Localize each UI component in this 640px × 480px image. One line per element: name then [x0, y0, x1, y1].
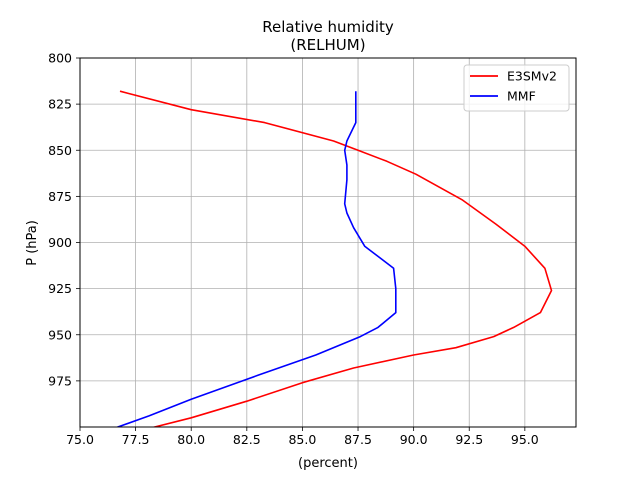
x-tick-label: 77.5 [122, 432, 150, 447]
y-tick-label: 825 [48, 97, 72, 112]
y-tick-label: 925 [48, 281, 72, 296]
x-tick-label: 85.0 [288, 432, 316, 447]
chart-title: Relative humidity [262, 18, 394, 36]
legend: E3SMv2 MMF [463, 64, 570, 112]
x-tick-label: 95.0 [511, 432, 539, 447]
y-tick-label: 800 [48, 51, 72, 66]
x-tick-label: 87.5 [344, 432, 372, 447]
y-tick-label: 900 [48, 235, 72, 250]
x-axis-ticks: 75.0 77.5 80.0 82.5 85.0 87.5 90.0 92.5 95.0 [66, 427, 539, 447]
legend-label-e3smv2: E3SMv2 [507, 69, 557, 84]
chart-subtitle: (RELHUM) [290, 36, 365, 54]
legend-label-mmf: MMF [507, 89, 536, 104]
x-tick-label: 90.0 [400, 432, 428, 447]
y-tick-label: 975 [48, 373, 72, 388]
y-axis-label: P (hPa) [25, 220, 40, 266]
y-tick-label: 950 [48, 327, 72, 342]
series-layer [115, 90, 553, 427]
x-tick-label: 92.5 [455, 432, 483, 447]
y-tick-label: 875 [48, 189, 72, 204]
x-tick-label: 80.0 [177, 432, 205, 447]
y-tick-label: 850 [48, 143, 72, 158]
y-axis-ticks: 800 825 850 875 900 925 950 975 [48, 51, 80, 388]
x-axis-label: (percent) [298, 456, 358, 471]
series-line-mmf [115, 91, 397, 427]
x-tick-label: 82.5 [233, 432, 261, 447]
x-tick-label: 75.0 [66, 432, 94, 447]
